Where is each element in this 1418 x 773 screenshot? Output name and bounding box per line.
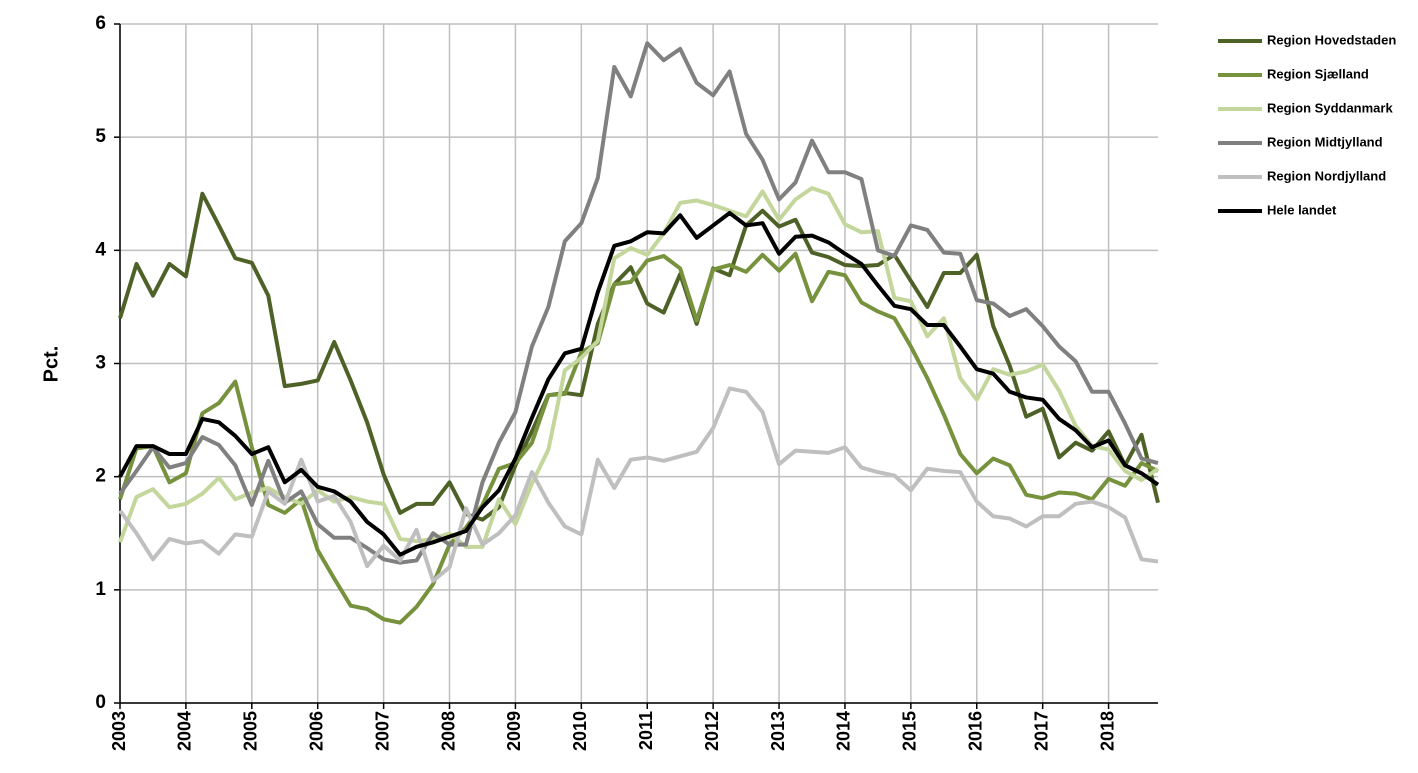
line xyxy=(118,191,1160,522)
x-tick-label: 2003 xyxy=(109,711,129,751)
x-tick-label: 2016 xyxy=(966,711,986,751)
y-tick-label: 1 xyxy=(95,579,106,600)
x-tick-label: 2006 xyxy=(306,711,326,751)
y-axis-label: Pct. xyxy=(40,346,62,383)
x-tick-label: 2017 xyxy=(1031,711,1051,751)
y-tick-label: 4 xyxy=(95,239,106,260)
legend-label: Region Sjælland xyxy=(1267,66,1369,81)
x-tick-label: 2018 xyxy=(1097,711,1117,751)
x-tick-label: 2012 xyxy=(702,711,722,751)
legend-label: Region Midtjylland xyxy=(1267,134,1383,149)
line xyxy=(118,386,1159,583)
x-tick-label: 2004 xyxy=(175,711,195,751)
x-tick-label: 2007 xyxy=(372,711,392,751)
legend-label: Region Syddanmark xyxy=(1267,100,1393,115)
x-tick-label: 2005 xyxy=(241,711,261,751)
y-tick-label: 5 xyxy=(95,126,106,147)
y-tick-label: 0 xyxy=(95,692,106,713)
legend-label: Region Nordjylland xyxy=(1267,168,1386,183)
line xyxy=(118,186,1160,549)
legend-label: Region Hovedstaden xyxy=(1267,32,1396,47)
x-tick-label: 2009 xyxy=(504,711,524,751)
y-tick-label: 2 xyxy=(95,466,106,487)
x-tick-label: 2011 xyxy=(636,711,656,750)
y-tick-label: 3 xyxy=(95,353,106,374)
legend-label: Hele landet xyxy=(1267,202,1337,217)
x-tick-label: 2008 xyxy=(438,711,458,751)
x-tick-label: 2015 xyxy=(900,711,920,751)
x-tick-label: 2010 xyxy=(570,711,590,751)
x-tick-label: 2014 xyxy=(834,711,854,751)
line xyxy=(118,41,1159,565)
line xyxy=(118,251,1159,625)
line xyxy=(118,210,1160,557)
x-tick-label: 2013 xyxy=(768,711,788,751)
y-tick-label: 6 xyxy=(95,13,106,34)
